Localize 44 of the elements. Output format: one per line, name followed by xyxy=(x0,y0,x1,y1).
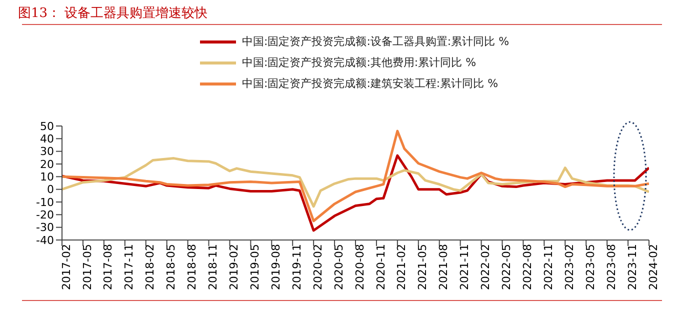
y-tick-label: -20 xyxy=(36,208,54,222)
x-tick-label: 2024-02 xyxy=(646,244,660,290)
y-tick-label: 50 xyxy=(40,120,54,133)
line-series xyxy=(62,130,649,222)
x-tick-label: 2023-02 xyxy=(562,244,576,290)
x-tick-label: 2019-02 xyxy=(228,244,241,290)
x-tick-label: 2023-11 xyxy=(626,244,639,290)
x-tick-label: 2018-11 xyxy=(206,244,220,290)
x-tick-label: 2021-08 xyxy=(437,244,450,290)
legend-label: 中国:固定资产投资完成额:其他费用:累计同比 % xyxy=(242,55,476,70)
x-tick-label: 2020-08 xyxy=(353,244,366,290)
x-tick-label: 2021-11 xyxy=(458,244,472,290)
x-tick-label: 2018-05 xyxy=(164,244,178,290)
legend-label: 中国:固定资产投资完成额:建筑安装工程:累计同比 % xyxy=(242,76,498,91)
y-tick-label: -10 xyxy=(36,196,54,209)
x-tick-label: 2020-05 xyxy=(332,244,346,290)
x-tick-label: 2018-08 xyxy=(186,244,199,290)
x-tick-label: 2023-05 xyxy=(584,244,597,290)
x-tick-label: 2017-02 xyxy=(60,244,73,290)
x-tick-label: 2018-02 xyxy=(144,244,157,290)
y-tick-label: -30 xyxy=(36,221,54,234)
x-tick-label: 2021-05 xyxy=(416,244,430,290)
x-tick-label: 2022-08 xyxy=(521,244,534,290)
y-tick-label: 20 xyxy=(40,158,54,171)
y-tick-label: 40 xyxy=(40,132,54,146)
x-tick-label: 2017-11 xyxy=(122,244,136,290)
chart-title: 图13： 设备工器具购置增速较快 xyxy=(18,5,208,22)
x-tick-label: 2022-11 xyxy=(542,244,555,290)
x-tick-label: 2017-05 xyxy=(80,244,94,290)
y-tick-label: 30 xyxy=(40,145,54,158)
x-tick-label: 2023-08 xyxy=(604,244,618,290)
legend-label: 中国:固定资产投资完成额:设备工器具购置:累计同比 % xyxy=(242,34,510,49)
y-tick-label: 0 xyxy=(47,183,54,196)
x-tick-label: 2022-02 xyxy=(479,244,492,290)
x-tick-label: 2021-02 xyxy=(395,244,408,290)
x-tick-label: 2019-11 xyxy=(290,244,304,290)
x-tick-label: 2019-05 xyxy=(248,244,262,290)
x-tick-label: 2017-08 xyxy=(102,244,115,290)
x-tick-label: 2019-08 xyxy=(269,244,282,290)
x-tick-label: 2020-11 xyxy=(374,244,388,290)
x-tick-label: 2022-05 xyxy=(500,244,514,290)
y-tick-label: -40 xyxy=(36,234,54,247)
y-tick-label: 10 xyxy=(40,170,54,184)
x-tick-label: 2020-02 xyxy=(311,244,324,290)
